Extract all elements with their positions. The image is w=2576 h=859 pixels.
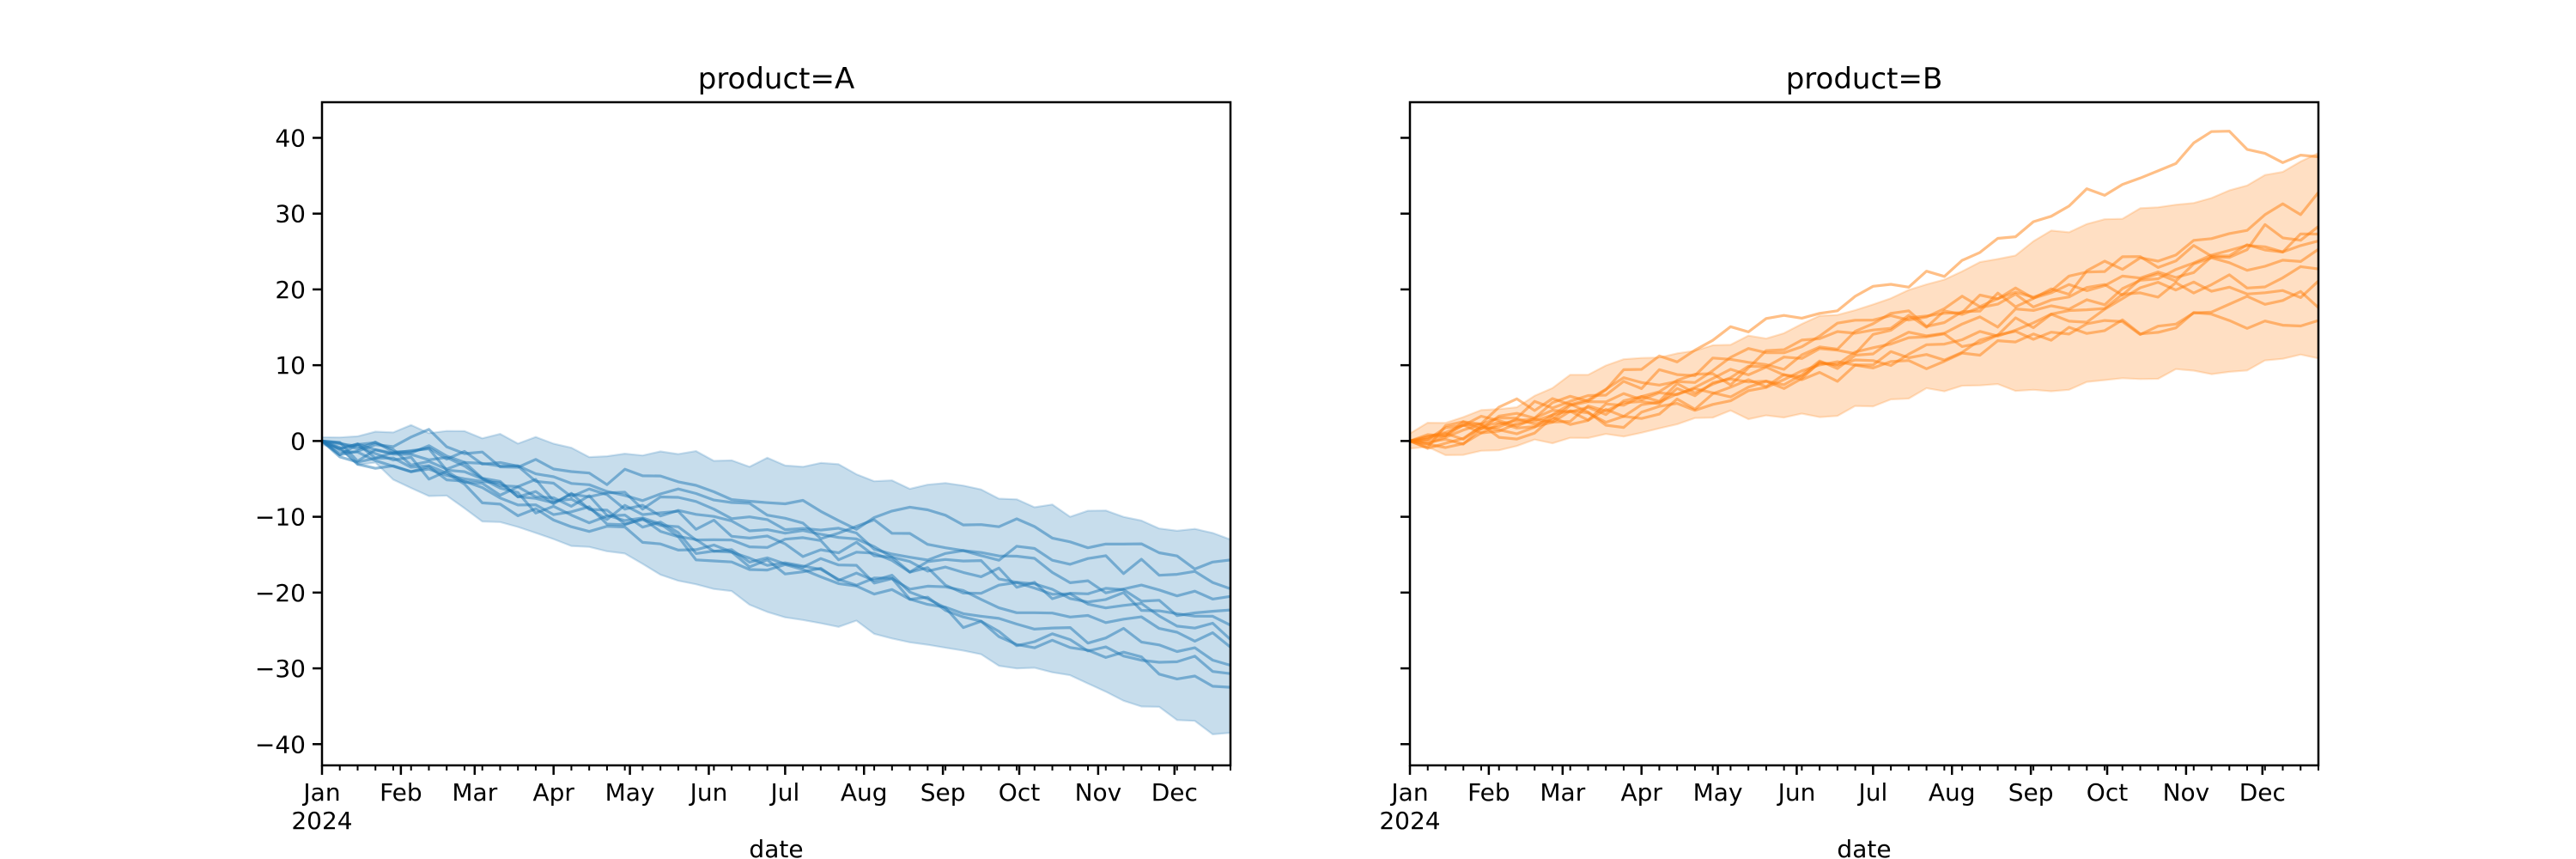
x-tick-label-nov: Nov [2163, 778, 2210, 807]
panel-product-a: 40 30 20 10 0 −10 −20 −30 −40 Jan Feb Mar Apr May Jun J… [255, 101, 1232, 807]
y-tick-label: 0 [290, 427, 306, 455]
panel-b-year-label: 2024 [1379, 807, 1440, 835]
x-tick-label-jan: Jan [301, 778, 340, 807]
y-tick-label: −20 [255, 579, 306, 607]
y-tick-label: 30 [275, 200, 306, 228]
panel-b-xaxis-label: date [1837, 835, 1891, 859]
plot-area [322, 423, 1230, 735]
x-tick-label-nov: Nov [1075, 778, 1122, 807]
x-tick-label-oct: Oct [999, 778, 1040, 807]
series-line-walk-2 [1410, 191, 2318, 442]
series-line-walk-3 [322, 439, 1230, 600]
series-line-walk-1 [1410, 130, 2318, 449]
x-tick-label-oct: Oct [2087, 778, 2128, 807]
series-line-walk-2 [322, 439, 1230, 590]
panel-a-xaxis-label: date [749, 835, 803, 859]
series-line-walk-7 [1410, 265, 2318, 446]
x-tick-label-apr: Apr [1620, 778, 1662, 807]
y-tick-label: −10 [255, 503, 306, 532]
series-line-walk-10 [1410, 311, 2318, 442]
x-tick-label-may: May [605, 778, 655, 807]
x-tick-label-sep: Sep [920, 778, 966, 807]
series-line-walk-4 [322, 439, 1230, 618]
series-line-walk-1 [322, 428, 1230, 570]
x-tick-label-jul: Jul [769, 778, 799, 807]
x-tick-label-jul: Jul [1856, 778, 1887, 807]
series-line-walk-10 [322, 439, 1230, 689]
y-tick-label: 10 [275, 351, 306, 380]
x-tick-label-sep: Sep [2008, 778, 2054, 807]
x-tick-label-apr: Apr [532, 778, 574, 807]
x-tick-label-feb: Feb [380, 778, 422, 807]
panel-a-title: product=A [698, 62, 855, 96]
x-tick-label-mar: Mar [452, 778, 497, 807]
y-tick-label: 40 [275, 124, 306, 152]
panel-a-year-label: 2024 [291, 807, 352, 835]
x-tick-label-dec: Dec [1151, 778, 1198, 807]
y-tick-label: −40 [255, 730, 306, 758]
plot-area [1410, 130, 2318, 456]
panel-b-title: product=B [1786, 62, 1943, 96]
envelope-band [1410, 152, 2318, 456]
x-tick-label-jan: Jan [1389, 778, 1428, 807]
x-tick-label-feb: Feb [1467, 778, 1510, 807]
x-tick-label-jun: Jun [689, 778, 728, 807]
x-tick-label-dec: Dec [2239, 778, 2286, 807]
x-tick-label-jun: Jun [1777, 778, 1816, 807]
panel-product-b: Jan Feb Mar Apr May Jun Jul Aug Sep Oct Nov Dec [1389, 101, 2320, 807]
x-tick-label-may: May [1693, 778, 1743, 807]
series-line-walk-8 [322, 439, 1230, 667]
series-line-walk-6 [322, 439, 1230, 642]
series-line-walk-7 [322, 439, 1230, 649]
series-line-walk-9 [1410, 289, 2318, 442]
x-tick-label-mar: Mar [1540, 778, 1585, 807]
axes-spines [320, 101, 1232, 767]
x-tick-label-aug: Aug [841, 778, 888, 807]
series-line-walk-4 [1410, 232, 2318, 442]
y-tick-label: −30 [255, 655, 306, 683]
y-tick-label: 20 [275, 276, 306, 304]
axes-spines [1408, 101, 2320, 767]
x-tick-label-aug: Aug [1929, 778, 1976, 807]
